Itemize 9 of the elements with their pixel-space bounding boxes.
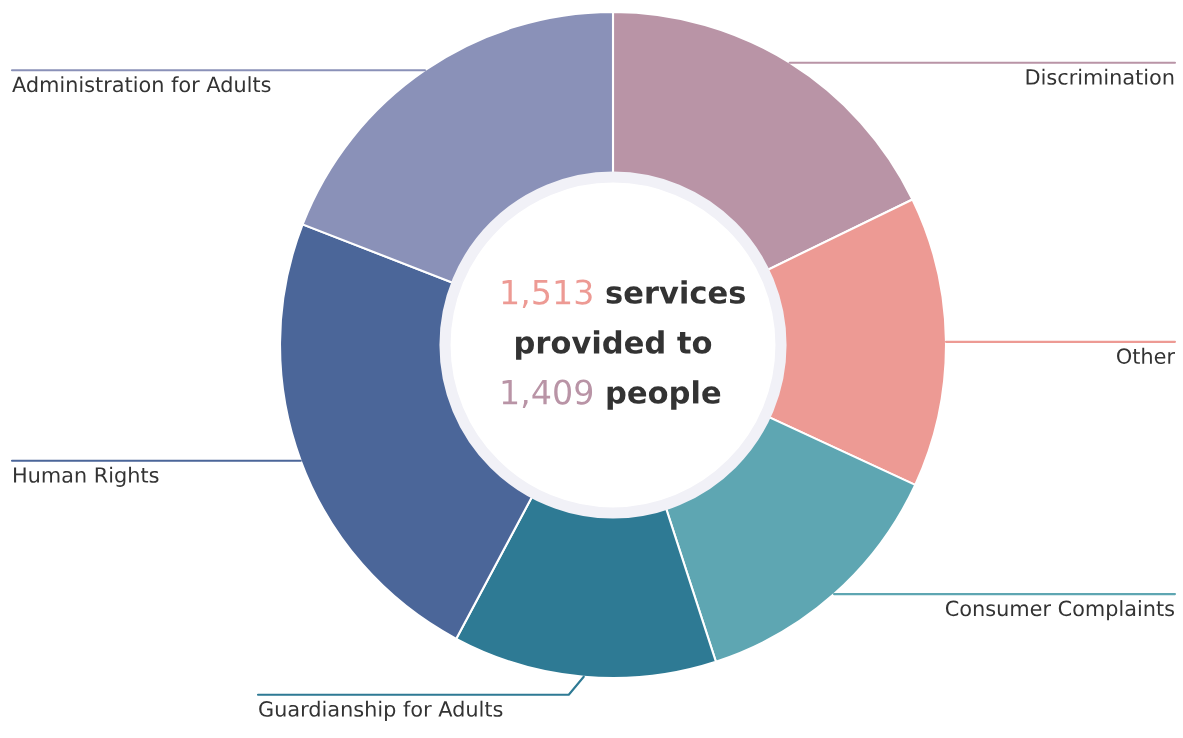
slice-label: Administration for Adults [12,76,271,93]
text: 1,513 services [502,279,745,309]
slice-label: Other [1117,347,1175,364]
slice-label: Discrimination [1026,68,1174,85]
text: provided to [516,330,712,360]
slice-label: Consumer Complaints [945,600,1174,621]
slice-label: Guardianship for Adults [259,700,503,721]
text: 1,409 people [502,379,721,410]
slice-label: Human Rights [14,466,159,487]
